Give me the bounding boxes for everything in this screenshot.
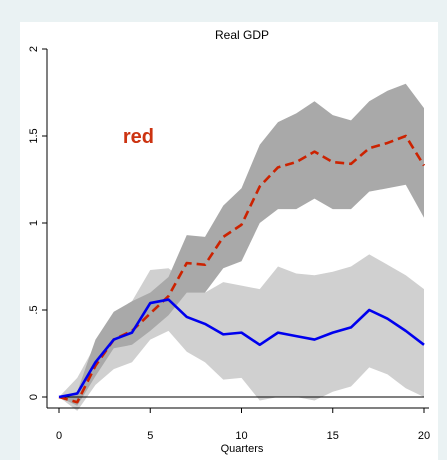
x-axis-ticks: 0 5 10 15 20 [56, 408, 430, 442]
x-tick-label: 20 [418, 430, 430, 442]
series-line-2 [58, 298, 425, 399]
x-tick-label: 0 [56, 430, 62, 442]
y-tick-label: .5 [28, 305, 40, 314]
series-lines [58, 134, 426, 404]
chart-title: Real GDP [215, 28, 269, 42]
confidence-band-2 [59, 83, 424, 406]
y-axis-ticks: 0 .5 1 1.5 2 [28, 46, 47, 400]
x-axis-label: Quarters [221, 443, 264, 455]
x-tick-label: 5 [147, 430, 153, 442]
y-tick-label: 1 [28, 220, 40, 226]
y-tick-label: 1.5 [28, 128, 40, 143]
x-tick-label: 15 [327, 430, 339, 442]
x-tick-label: 10 [235, 430, 247, 442]
red-annotation: red [123, 126, 154, 148]
y-tick-label: 2 [28, 46, 40, 52]
y-tick-label: 0 [28, 394, 40, 400]
